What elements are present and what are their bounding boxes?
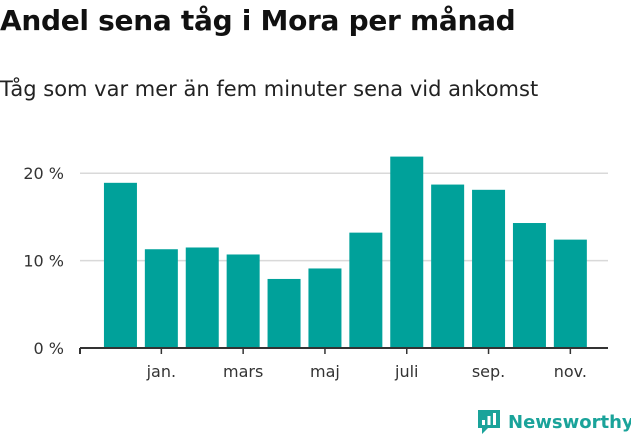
- x-axis: [79, 347, 608, 354]
- y-axis-labels: 0 % 10 % 20 %: [23, 164, 64, 358]
- bars: [103, 156, 587, 348]
- x-tick-label: juli: [394, 362, 418, 381]
- x-tick-label: mars: [223, 362, 263, 381]
- bar: [472, 189, 506, 348]
- bar: [226, 254, 260, 348]
- bar: [103, 182, 137, 348]
- chart-subtitle: Tåg som var mer än fem minuter sena vid …: [0, 77, 539, 101]
- x-tick-label: jan.: [146, 362, 176, 381]
- bar: [144, 249, 178, 348]
- bar: [349, 232, 383, 348]
- bar: [390, 156, 424, 348]
- brand-name: Newsworthy: [508, 411, 631, 433]
- bar: [185, 247, 219, 348]
- bar: [512, 223, 546, 348]
- x-tick-label: nov.: [554, 362, 587, 381]
- bar: [308, 268, 342, 348]
- bar: [431, 184, 465, 348]
- y-tick-label: 10 %: [23, 252, 64, 271]
- y-tick-label: 0 %: [34, 339, 64, 358]
- newsworthy-brand: Newsworthy: [476, 408, 631, 436]
- bar: [267, 278, 301, 348]
- newsworthy-logo-icon: [478, 410, 500, 434]
- x-axis-labels: jan. mars maj juli sep. nov.: [146, 362, 587, 381]
- chart-title: Andel sena tåg i Mora per månad: [0, 4, 516, 37]
- x-tick-label: sep.: [472, 362, 505, 381]
- bar: [553, 239, 587, 348]
- x-tick-label: maj: [310, 362, 340, 381]
- y-tick-label: 20 %: [23, 164, 64, 183]
